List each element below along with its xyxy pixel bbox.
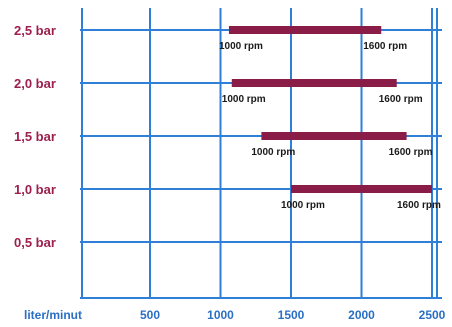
y-category-label: 1,5 bar (14, 129, 56, 144)
y-category-label: 1,0 bar (14, 182, 56, 197)
y-category-label: 2,0 bar (14, 76, 56, 91)
rpm-start-label: 1000 rpm (251, 147, 295, 158)
y-category-label: 2,5 bar (14, 23, 56, 38)
x-tick-label: 2000 (348, 308, 375, 322)
bar (261, 132, 407, 140)
rpm-end-label: 1600 rpm (397, 200, 441, 211)
rpm-labels: 1000 rpm 1600 rpm 1000 rpm 1600 rpm 1000 rpm… (219, 41, 441, 211)
bar (291, 185, 432, 193)
rpm-start-label: 1000 rpm (219, 41, 263, 52)
bar (231, 79, 397, 87)
rpm-end-label: 1600 rpm (363, 41, 407, 52)
x-tick-label: 1500 (278, 308, 305, 322)
bars (228, 26, 432, 193)
x-axis-label: liter/minut (24, 308, 82, 322)
y-labels: 2,5 bar 2,0 bar 1,5 bar 1,0 bar 0,5 bar (14, 23, 56, 250)
rpm-start-label: 1000 rpm (222, 94, 266, 105)
y-category-label: 0,5 bar (14, 235, 56, 250)
x-labels: liter/minut 500 1000 1500 2000 2500 (24, 308, 446, 322)
x-tick-label: 1000 (207, 308, 234, 322)
rpm-start-label: 1000 rpm (281, 200, 325, 211)
bar (228, 26, 382, 34)
x-tick-label: 500 (140, 308, 160, 322)
rpm-end-label: 1600 rpm (379, 94, 423, 105)
x-tick-label: 2500 (419, 308, 446, 322)
rpm-end-label: 1600 rpm (389, 147, 433, 158)
